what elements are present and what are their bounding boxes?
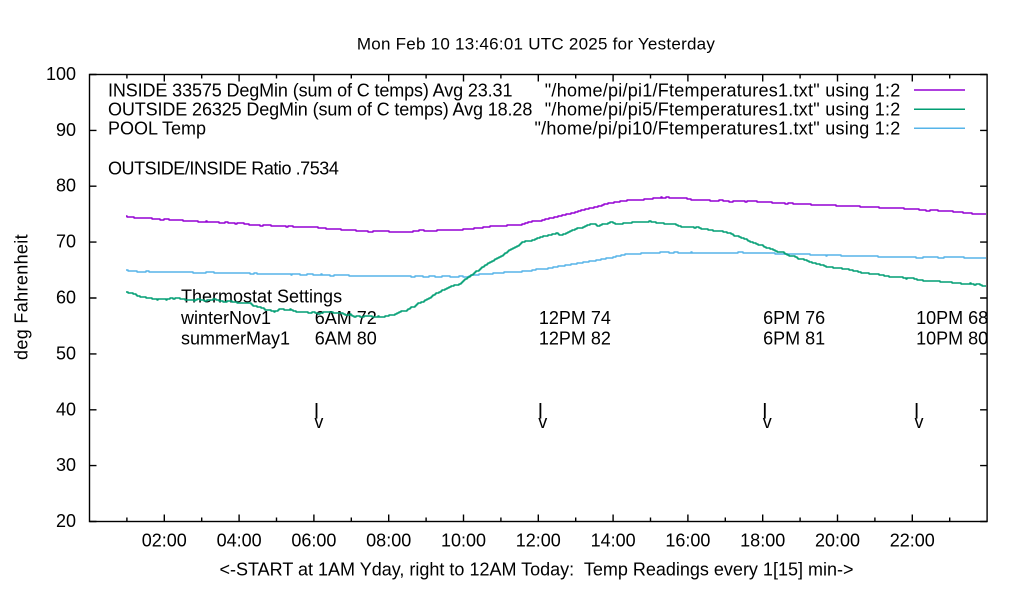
svg-text:OUTSIDE 26325 DegMin (sum of C: OUTSIDE 26325 DegMin (sum of C temps) Av… <box>108 100 532 120</box>
svg-text:40: 40 <box>56 399 76 419</box>
svg-text:60: 60 <box>56 288 76 308</box>
svg-text:10:00: 10:00 <box>441 531 486 551</box>
svg-text:10PM 68: 10PM 68 <box>916 308 988 328</box>
svg-text:20:00: 20:00 <box>815 531 860 551</box>
svg-text:deg Fahrenheit: deg Fahrenheit <box>12 234 32 360</box>
svg-text:14:00: 14:00 <box>591 531 636 551</box>
svg-text:12:00: 12:00 <box>516 531 561 551</box>
svg-text:winterNov1: winterNov1 <box>180 308 271 328</box>
svg-text:50: 50 <box>56 343 76 363</box>
svg-text:6PM 76: 6PM 76 <box>763 308 825 328</box>
svg-text:70: 70 <box>56 232 76 252</box>
svg-text:v: v <box>915 412 924 432</box>
svg-text:"/home/pi/pi5/Ftemperatures1.t: "/home/pi/pi5/Ftemperatures1.txt" using … <box>545 100 901 120</box>
svg-text:22:00: 22:00 <box>890 531 935 551</box>
svg-text:18:00: 18:00 <box>740 531 785 551</box>
svg-text:6AM 80: 6AM 80 <box>315 329 377 349</box>
svg-text:"/home/pi/pi1/Ftemperatures1.t: "/home/pi/pi1/Ftemperatures1.txt" using … <box>545 81 901 101</box>
svg-text:Thermostat Settings: Thermostat Settings <box>181 287 342 307</box>
svg-text:v: v <box>763 412 772 432</box>
svg-text:"/home/pi/pi10/Ftemperatures1.: "/home/pi/pi10/Ftemperatures1.txt" using… <box>535 119 901 139</box>
svg-text:Mon Feb 10 13:46:01 UTC 2025 f: Mon Feb 10 13:46:01 UTC 2025 for Yesterd… <box>357 35 716 54</box>
svg-text:INSIDE 33575 DegMin (sum of C: INSIDE 33575 DegMin (sum of C temps) Avg… <box>108 81 512 101</box>
svg-text:16:00: 16:00 <box>665 531 710 551</box>
svg-text:80: 80 <box>56 176 76 196</box>
svg-text:100: 100 <box>46 64 76 84</box>
svg-text:POOL Temp: POOL Temp <box>108 119 206 139</box>
svg-text:OUTSIDE/INSIDE Ratio .7534: OUTSIDE/INSIDE Ratio .7534 <box>108 159 339 179</box>
svg-text:12PM 82: 12PM 82 <box>539 329 611 349</box>
svg-text:12PM 74: 12PM 74 <box>539 308 611 328</box>
svg-text:06:00: 06:00 <box>291 531 336 551</box>
svg-text:6AM 72: 6AM 72 <box>315 308 377 328</box>
svg-text:30: 30 <box>56 455 76 475</box>
svg-text:04:00: 04:00 <box>217 531 262 551</box>
svg-text:<-START at 1AM Yday, right to: <-START at 1AM Yday, right to 12AM Today… <box>220 560 854 580</box>
svg-text:summerMay1: summerMay1 <box>181 329 290 349</box>
svg-text:20: 20 <box>56 511 76 531</box>
svg-text:02:00: 02:00 <box>142 531 187 551</box>
svg-text:6PM 81: 6PM 81 <box>763 329 825 349</box>
svg-text:90: 90 <box>56 120 76 140</box>
svg-text:08:00: 08:00 <box>366 531 411 551</box>
svg-text:10PM 80: 10PM 80 <box>916 329 988 349</box>
svg-text:v: v <box>538 412 547 432</box>
svg-text:v: v <box>314 412 323 432</box>
